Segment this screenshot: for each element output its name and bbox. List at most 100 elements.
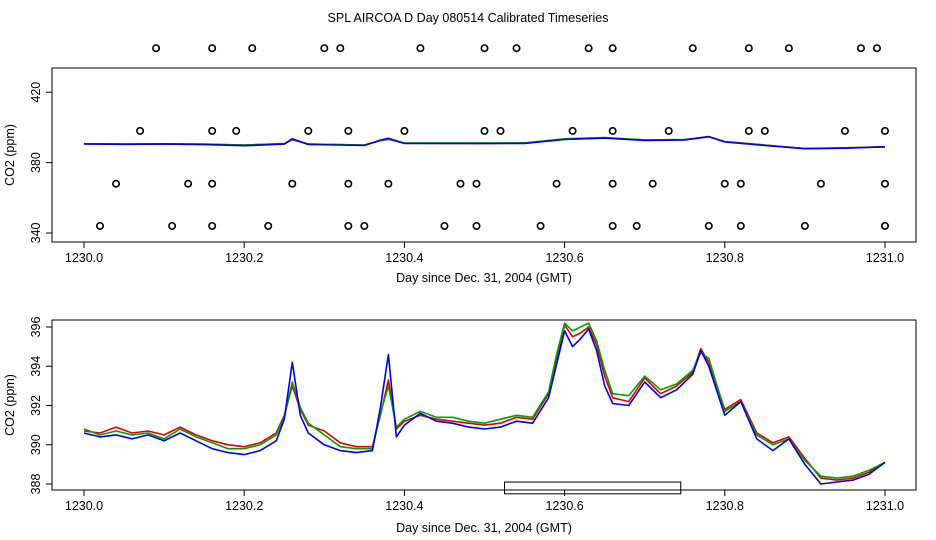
top-outlier-point bbox=[208, 44, 217, 53]
top-outlier-point bbox=[536, 221, 545, 230]
top-outlier-point bbox=[96, 221, 105, 230]
top-y-tick-label: 420 bbox=[29, 82, 43, 103]
top-outlier-point bbox=[840, 126, 849, 135]
top-y-tick-label: 340 bbox=[29, 223, 43, 244]
top-outlier-point bbox=[440, 221, 449, 230]
bottom-x-tick-label: 1230.0 bbox=[65, 499, 103, 513]
top-y-tick-label: 380 bbox=[29, 152, 43, 173]
bottom-x-tick-label: 1230.6 bbox=[545, 499, 583, 513]
top-outlier-point bbox=[288, 179, 297, 188]
top-outlier-point bbox=[608, 221, 617, 230]
top-outlier-point bbox=[232, 126, 241, 135]
top-outlier-point bbox=[784, 44, 793, 53]
top-outlier-point bbox=[416, 44, 425, 53]
top-outlier-point bbox=[136, 126, 145, 135]
top-outlier-point bbox=[736, 179, 745, 188]
top-outlier-point bbox=[472, 221, 481, 230]
top-outlier-point bbox=[400, 126, 409, 135]
top-outlier-point bbox=[336, 44, 345, 53]
top-outlier-point bbox=[152, 44, 161, 53]
top-outlier-point bbox=[304, 126, 313, 135]
top-outlier-point bbox=[456, 179, 465, 188]
bottom-x-tick-label: 1230.8 bbox=[706, 499, 744, 513]
top-series-green-line bbox=[83, 135, 886, 150]
top-outlier-point bbox=[208, 179, 217, 188]
bottom-x-axis: 1230.0 1230.2 1230.4 1230.6 1230.8 1231.0 bbox=[65, 490, 904, 513]
top-outlier-point bbox=[760, 126, 769, 135]
bottom-y-axis-label: CO2 (ppm) bbox=[3, 374, 17, 436]
top-x-tick-label: 1230.4 bbox=[385, 251, 423, 265]
bottom-x-axis-label: Day since Dec. 31, 2004 (GMT) bbox=[396, 521, 572, 535]
bottom-y-axis: 388 390 392 394 396 bbox=[29, 317, 52, 495]
top-outlier-point bbox=[472, 179, 481, 188]
top-outlier-point bbox=[184, 179, 193, 188]
top-outlier-point bbox=[512, 44, 521, 53]
top-x-tick-label: 1230.0 bbox=[65, 251, 103, 265]
bottom-y-tick-label: 396 bbox=[29, 317, 43, 338]
top-x-axis-label: Day since Dec. 31, 2004 (GMT) bbox=[396, 271, 572, 285]
top-outlier-point bbox=[168, 221, 177, 230]
top-outlier-point bbox=[208, 126, 217, 135]
top-outlier-point bbox=[800, 221, 809, 230]
top-outlier-point bbox=[720, 179, 729, 188]
top-outlier-point bbox=[736, 221, 745, 230]
top-outlier-point bbox=[880, 179, 889, 188]
top-outlier-point bbox=[632, 221, 641, 230]
top-outlier-points bbox=[96, 44, 889, 230]
top-outlier-point bbox=[480, 44, 489, 53]
top-outlier-point bbox=[704, 221, 713, 230]
top-outlier-point bbox=[664, 126, 673, 135]
top-outlier-point bbox=[880, 221, 889, 230]
top-x-tick-label: 1231.0 bbox=[866, 251, 904, 265]
time-range-marker bbox=[504, 481, 682, 495]
top-y-axis-label: CO2 (ppm) bbox=[3, 124, 17, 186]
top-outlier-point bbox=[744, 44, 753, 53]
top-outlier-point bbox=[344, 221, 353, 230]
top-outlier-point bbox=[816, 179, 825, 188]
top-outlier-point bbox=[264, 221, 273, 230]
top-outlier-point bbox=[568, 126, 577, 135]
top-outlier-point bbox=[552, 179, 561, 188]
bottom-y-tick-label: 394 bbox=[29, 356, 43, 377]
top-outlier-point bbox=[112, 179, 121, 188]
top-outlier-point bbox=[608, 126, 617, 135]
top-panel: 1230.0 1230.2 1230.4 1230.6 1230.8 1231.0 340… bbox=[3, 44, 917, 285]
bottom-panel: 1230.0 1230.2 1230.4 1230.6 1230.8 1231.0 388… bbox=[3, 317, 917, 535]
top-outlier-point bbox=[496, 126, 505, 135]
top-x-tick-label: 1230.6 bbox=[545, 251, 583, 265]
bottom-y-tick-label: 390 bbox=[29, 434, 43, 455]
top-outlier-point bbox=[584, 44, 593, 53]
top-outlier-point bbox=[648, 179, 657, 188]
top-outlier-point bbox=[608, 179, 617, 188]
bottom-x-tick-label: 1230.2 bbox=[225, 499, 263, 513]
top-x-tick-label: 1230.2 bbox=[225, 251, 263, 265]
top-outlier-point bbox=[320, 44, 329, 53]
top-y-axis: 340 380 420 bbox=[29, 82, 52, 244]
top-x-axis: 1230.0 1230.2 1230.4 1230.6 1230.8 1231.0 bbox=[65, 242, 904, 265]
page-title: SPL AIRCOA D Day 080514 Calibrated Times… bbox=[328, 11, 609, 25]
bottom-series-lines bbox=[83, 322, 886, 485]
top-outlier-point bbox=[688, 44, 697, 53]
bottom-plot-frame bbox=[51, 319, 917, 491]
top-series-lines bbox=[83, 135, 886, 150]
bottom-y-tick-label: 388 bbox=[29, 474, 43, 495]
top-series-blue-line bbox=[83, 135, 886, 150]
top-outlier-point bbox=[384, 179, 393, 188]
top-outlier-point bbox=[856, 44, 865, 53]
bottom-series-green-line bbox=[83, 322, 886, 479]
bottom-x-tick-label: 1230.4 bbox=[385, 499, 423, 513]
top-x-tick-label: 1230.8 bbox=[706, 251, 744, 265]
top-plot-frame bbox=[51, 67, 917, 243]
top-outlier-point bbox=[208, 221, 217, 230]
top-outlier-point bbox=[360, 221, 369, 230]
top-outlier-point bbox=[344, 126, 353, 135]
top-outlier-point bbox=[872, 44, 881, 53]
top-outlier-point bbox=[608, 44, 617, 53]
top-outlier-point bbox=[344, 179, 353, 188]
bottom-x-tick-label: 1231.0 bbox=[866, 499, 904, 513]
top-outlier-point bbox=[880, 126, 889, 135]
bottom-series-blue-line bbox=[83, 328, 886, 485]
top-outlier-point bbox=[480, 126, 489, 135]
bottom-series-red-line bbox=[83, 324, 886, 481]
